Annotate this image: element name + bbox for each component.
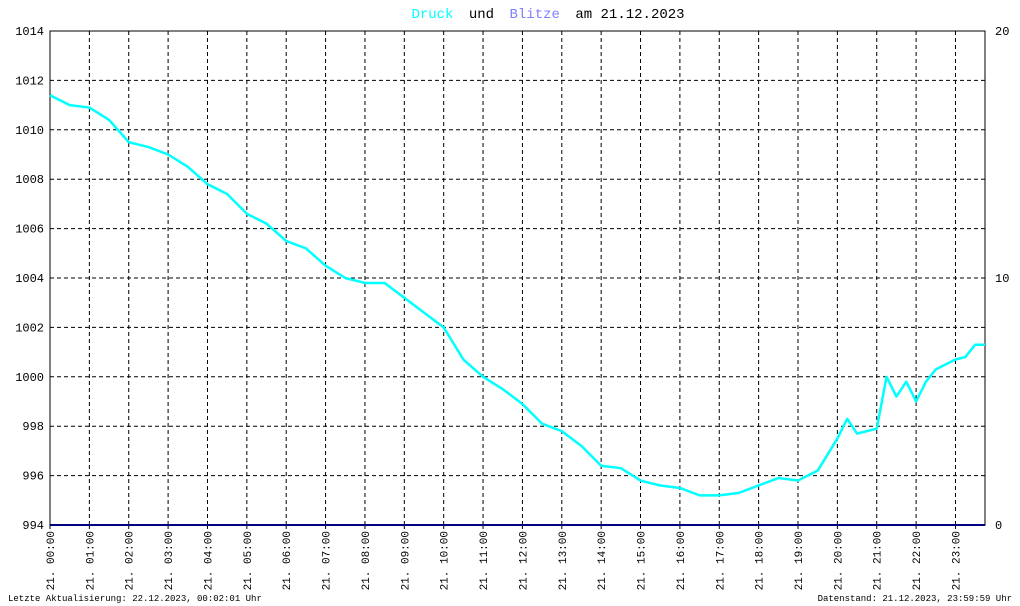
- x-tick-label: 21. 02:00: [125, 531, 137, 590]
- y-tick-label: 1006: [15, 223, 44, 237]
- x-tick-label: 21. 15:00: [637, 531, 649, 590]
- y-tick-label: 998: [22, 420, 44, 434]
- y-tick-label: 1012: [15, 74, 44, 88]
- title-part: und: [469, 7, 494, 23]
- y-tick-label: 1002: [15, 321, 44, 335]
- y2-tick-label: 20: [995, 25, 1009, 39]
- x-tick-label: 21. 05:00: [243, 531, 255, 590]
- title-part: Druck: [411, 7, 453, 23]
- x-tick-label: 21. 14:00: [597, 531, 609, 590]
- x-tick-label: 21. 21:00: [873, 531, 885, 590]
- x-tick-label: 21. 18:00: [755, 531, 767, 590]
- y2-tick-label: 0: [995, 519, 1002, 533]
- y-tick-label: 1010: [15, 124, 44, 138]
- x-tick-label: 21. 13:00: [558, 531, 570, 590]
- x-tick-label: 21. 12:00: [518, 531, 530, 590]
- x-tick-label: 21. 11:00: [479, 531, 491, 590]
- x-tick-label: 21. 08:00: [361, 531, 373, 590]
- x-tick-label: 21. 03:00: [164, 531, 176, 590]
- x-tick-label: 21. 07:00: [322, 531, 334, 590]
- footer-right: Datenstand: 21.12.2023, 23:59:59 Uhr: [818, 594, 1012, 604]
- x-tick-label: 21. 04:00: [203, 531, 215, 590]
- x-tick-label: 21. 19:00: [794, 531, 806, 590]
- y-tick-label: 1000: [15, 371, 44, 385]
- x-tick-label: 21. 06:00: [282, 531, 294, 590]
- y-tick-label: 1008: [15, 173, 44, 187]
- title-part: am 21.12.2023: [575, 7, 684, 23]
- x-tick-label: 21. 10:00: [440, 531, 452, 590]
- data-line: [49, 94, 985, 497]
- title-part: Blitze: [510, 7, 560, 23]
- y-tick-label: 996: [22, 470, 44, 484]
- x-tick-label: 21. 22:00: [912, 531, 924, 590]
- x-tick-label: 21. 23:00: [951, 531, 963, 590]
- x-tick-label: 21. 09:00: [400, 531, 412, 590]
- x-tick-label: 21. 17:00: [715, 531, 727, 590]
- footer-left: Letzte Aktualisierung: 22.12.2023, 00:02…: [8, 594, 262, 604]
- y2-tick-label: 10: [995, 272, 1009, 286]
- x-tick-label: 21. 20:00: [833, 531, 845, 590]
- y-tick-label: 1004: [15, 272, 44, 286]
- x-tick-label: 21. 01:00: [85, 531, 97, 590]
- y-tick-label: 994: [22, 519, 44, 533]
- y-tick-label: 1014: [15, 25, 44, 39]
- x-tick-label: 21. 16:00: [676, 531, 688, 590]
- x-tick-label: 21. 00:00: [46, 531, 58, 590]
- chart-title: Druck und Blitze am 21.12.2023: [411, 7, 684, 23]
